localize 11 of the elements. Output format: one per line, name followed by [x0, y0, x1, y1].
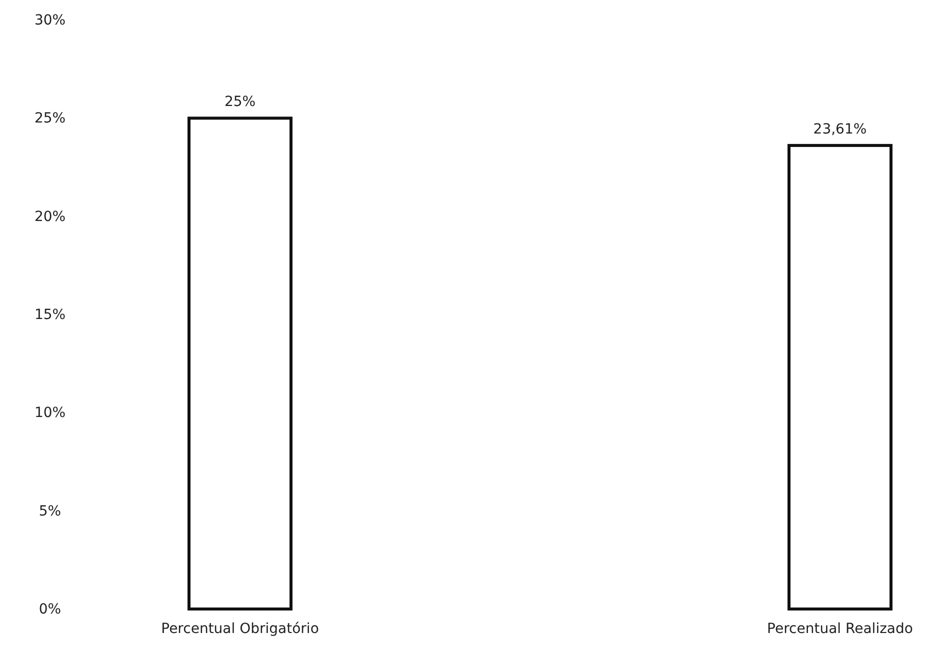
y-tick-label: 0% — [38, 601, 62, 618]
data-label: 23,61% — [813, 121, 867, 138]
x-tick-label: Percentual Realizado — [767, 620, 913, 637]
y-tick-label: 10% — [34, 405, 66, 422]
y-tick-label: 30% — [34, 12, 66, 28]
data-label: 25% — [224, 94, 256, 110]
y-tick-label: 20% — [34, 208, 66, 225]
y-tick-label: 15% — [34, 306, 66, 323]
x-tick-label: Percentual Obrigatório — [161, 620, 319, 637]
y-tick-label: 5% — [38, 503, 62, 520]
y-tick-label: 25% — [34, 110, 66, 127]
